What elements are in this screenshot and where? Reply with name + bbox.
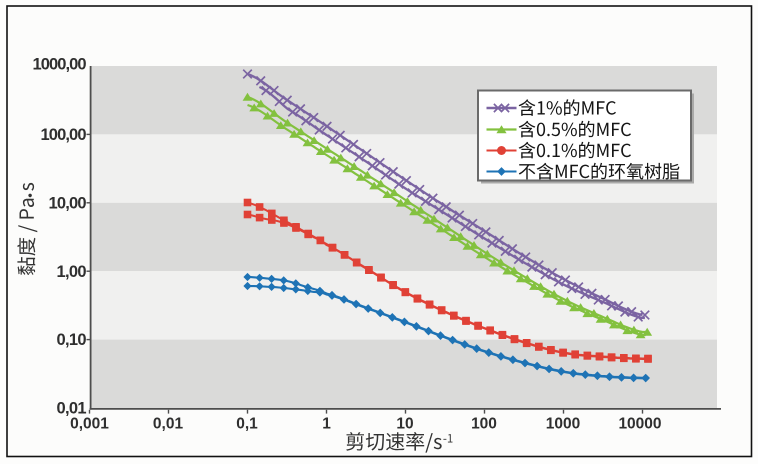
svg-text:0,001: 0,001 xyxy=(70,416,109,433)
svg-text:100: 100 xyxy=(471,416,497,433)
svg-text:1000,00: 1000,00 xyxy=(33,56,87,74)
svg-text:10: 10 xyxy=(396,416,413,433)
svg-text:0,01: 0,01 xyxy=(153,416,184,433)
svg-text:0,10: 0,10 xyxy=(57,331,87,349)
svg-text:10,00: 10,00 xyxy=(49,194,87,212)
svg-text:0,01: 0,01 xyxy=(57,399,87,417)
svg-text:1: 1 xyxy=(322,416,331,433)
svg-text:0,1: 0,1 xyxy=(236,416,258,433)
svg-text:100,00: 100,00 xyxy=(41,126,87,144)
svg-text:10000: 10000 xyxy=(618,416,661,433)
svg-text:1,00: 1,00 xyxy=(57,263,87,281)
svg-text:1000: 1000 xyxy=(546,416,580,433)
